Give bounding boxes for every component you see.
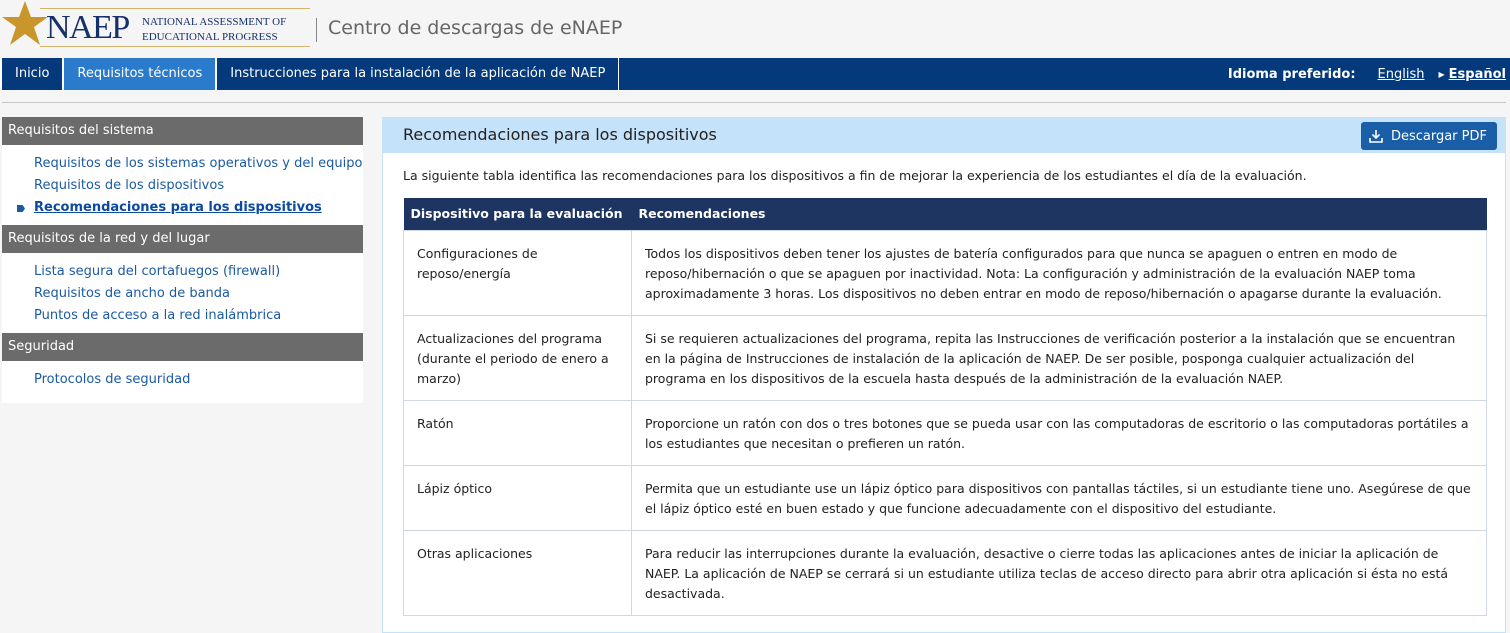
sidebar-link[interactable]: Requisitos de los sistemas operativos y … — [34, 156, 363, 171]
divider — [2, 102, 1506, 103]
sidebar: Requisitos del sistema Requisitos de los… — [2, 117, 363, 403]
recommendation-cell: Si se requieren actualizaciones del prog… — [631, 314, 1487, 401]
main-panel: Recomendaciones para los dispositivos De… — [382, 117, 1506, 633]
star-icon — [2, 1, 48, 45]
download-label: Descargar PDF — [1390, 128, 1487, 144]
lang-english[interactable]: English — [1377, 66, 1425, 82]
table-row: Ratón Proporcione un ratón con dos o tres… — [403, 399, 1487, 466]
device-cell: Actualizaciones del programa (durante el… — [403, 314, 632, 401]
download-pdf-button[interactable]: Descargar PDF — [1360, 122, 1497, 150]
main-nav: Inicio Requisitos técnicos Instrucciones… — [0, 58, 1510, 90]
sidebar-link[interactable]: Protocolos de seguridad — [34, 372, 191, 387]
table-row: Lápiz óptico Permita que un estudiante us… — [403, 464, 1487, 531]
naep-logo[interactable]: NAEP NATIONAL ASSESSMENT OF EDUCATIONAL P… — [2, 0, 310, 50]
logo-text: NAEP — [46, 9, 130, 46]
page-title: Recomendaciones para los dispositivos — [403, 125, 717, 144]
lang-espanol[interactable]: Español — [1448, 66, 1506, 82]
sidebar-link[interactable]: Puntos de acceso a la red inalámbrica — [34, 308, 282, 323]
table-row: Configuraciones de reposo/energía Todos l… — [403, 229, 1487, 316]
sidebar-section-title: Requisitos del sistema — [2, 117, 363, 145]
sidebar-section-title: Requisitos de la red y del lugar — [2, 225, 363, 253]
language-selector: Idioma preferido: English ▶ Español — [1228, 58, 1510, 90]
device-cell: Configuraciones de reposo/energía — [403, 229, 632, 316]
nav-instrucciones[interactable]: Instrucciones para la instalación de la … — [215, 58, 620, 90]
language-label: Idioma preferido: — [1227, 66, 1356, 82]
sidebar-link[interactable]: Requisitos de ancho de banda — [34, 286, 231, 301]
recommendation-cell: Permita que un estudiante use un lápiz ó… — [631, 464, 1487, 531]
sidebar-link-current[interactable]: Recomendaciones para los dispositivos — [34, 197, 363, 219]
table-row: Actualizaciones del programa (durante el… — [403, 314, 1487, 401]
recommendation-cell: Todos los dispositivos deben tener los a… — [631, 229, 1487, 316]
panel-header: Recomendaciones para los dispositivos De… — [383, 118, 1505, 153]
logo-subtitle: NATIONAL ASSESSMENT OF EDUCATIONAL PROGRE… — [142, 16, 287, 43]
column-header: Dispositivo para la evaluación — [403, 198, 632, 230]
recommendations-table: Dispositivo para la evaluación Recomenda… — [403, 198, 1487, 616]
site-title: Centro de descargas de eNAEP — [328, 17, 623, 39]
site-header: NAEP NATIONAL ASSESSMENT OF EDUCATIONAL P… — [0, 0, 1510, 58]
nav-requisitos-tecnicos[interactable]: Requisitos técnicos — [62, 58, 216, 90]
table-row: Otras aplicaciones Para reducir las inter… — [403, 529, 1487, 616]
intro-text: La siguiente tabla identifica las recome… — [403, 168, 1307, 183]
sidebar-link[interactable]: Requisitos de los dispositivos — [34, 178, 225, 193]
download-icon — [1369, 130, 1383, 143]
device-cell: Ratón — [403, 399, 632, 466]
sidebar-link[interactable]: Lista segura del cortafuegos (firewall) — [34, 264, 281, 279]
recommendation-cell: Proporcione un ratón con dos o tres boto… — [631, 399, 1487, 466]
device-cell: Lápiz óptico — [403, 464, 632, 531]
sidebar-section-title: Seguridad — [2, 333, 363, 361]
current-arrow-icon: ▶ — [1438, 69, 1445, 79]
recommendation-cell: Para reducir las interrupciones durante … — [631, 529, 1487, 616]
device-cell: Otras aplicaciones — [403, 529, 632, 616]
nav-inicio[interactable]: Inicio — [0, 58, 62, 90]
divider — [316, 18, 317, 42]
column-header: Recomendaciones — [631, 198, 1487, 230]
